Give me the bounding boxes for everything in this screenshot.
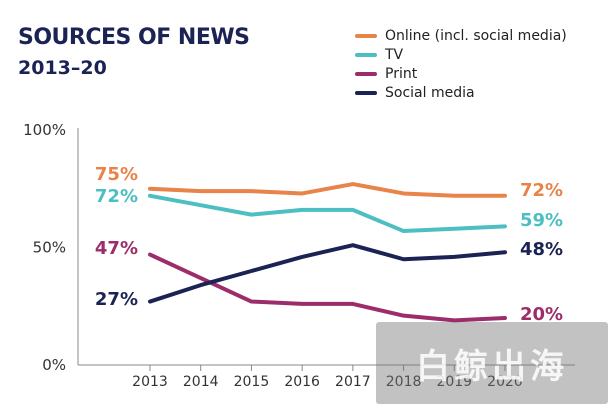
x-tick-label: 2019 <box>436 374 472 390</box>
x-tick-label: 2016 <box>284 374 320 390</box>
series-line-2 <box>148 252 507 323</box>
series-line-0 <box>148 182 507 198</box>
legend-swatch-online <box>355 33 377 38</box>
end-label-2: 20% <box>520 304 563 325</box>
y-tick-label: 50% <box>33 239 66 257</box>
watermark: 白鲸出海 <box>376 322 608 404</box>
y-tick-label: 100% <box>23 121 66 139</box>
legend-label-social: Social media <box>385 84 475 101</box>
start-label-2: 47% <box>95 238 138 259</box>
start-label-1: 72% <box>95 186 138 207</box>
legend-item-tv: TV <box>355 45 567 64</box>
legend-item-social: Social media <box>355 83 567 102</box>
legend-swatch-social <box>355 90 377 95</box>
end-label-1: 59% <box>520 210 563 231</box>
chart-subtitle: 2013–20 <box>18 57 107 79</box>
x-tick-label: 2018 <box>386 374 422 390</box>
legend-item-online: Online (incl. social media) <box>355 26 567 45</box>
x-tick-label: 2020 <box>487 374 523 390</box>
series-line-1 <box>148 193 507 234</box>
end-label-0: 72% <box>520 180 563 201</box>
end-label-3: 48% <box>520 239 563 260</box>
legend-label-online: Online (incl. social media) <box>385 27 567 44</box>
legend-item-print: Print <box>355 64 567 83</box>
x-tick-label: 2017 <box>335 374 371 390</box>
series-line-3 <box>148 243 507 304</box>
y-tick-label: 0% <box>42 356 66 374</box>
start-label-3: 27% <box>95 289 138 310</box>
x-tick-label: 2014 <box>183 374 219 390</box>
legend-label-tv: TV <box>385 46 404 63</box>
chart-title: SOURCES OF NEWS <box>18 25 250 50</box>
x-tick-label: 2015 <box>234 374 270 390</box>
legend: Online (incl. social media) TV Print Soc… <box>355 26 567 102</box>
legend-swatch-print <box>355 71 377 76</box>
start-label-0: 75% <box>95 164 138 185</box>
legend-swatch-tv <box>355 52 377 57</box>
legend-label-print: Print <box>385 65 418 82</box>
x-tick-label: 2013 <box>132 374 168 390</box>
